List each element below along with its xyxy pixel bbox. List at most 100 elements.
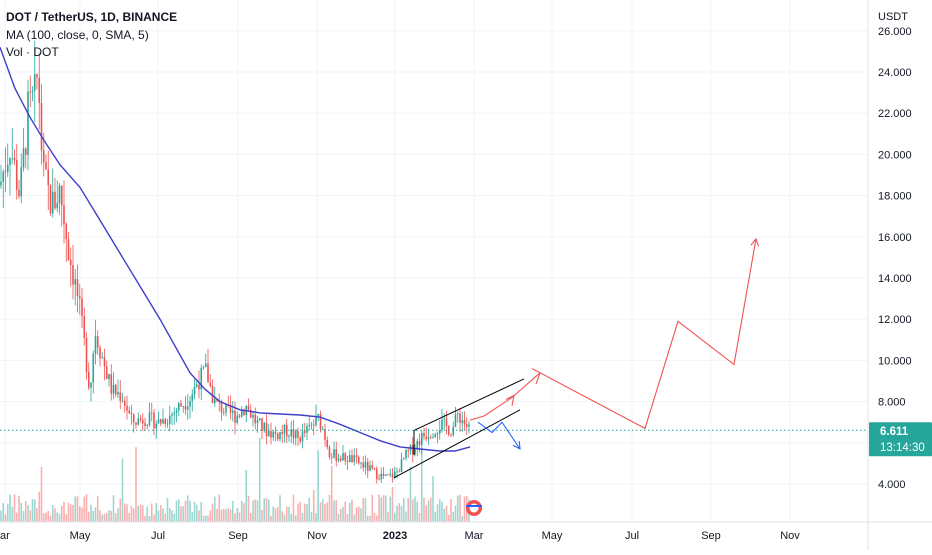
candle-body xyxy=(366,461,369,471)
legend-vol[interactable]: Vol · DOT xyxy=(6,45,59,59)
candle-body xyxy=(461,420,464,423)
volume-bar xyxy=(157,510,160,522)
price-tick-label: 4.000 xyxy=(878,479,906,491)
volume-bar xyxy=(4,514,7,522)
candle-body xyxy=(400,459,403,472)
volume-bar xyxy=(27,505,29,522)
volume-bar xyxy=(177,499,180,522)
candle-body xyxy=(247,405,250,410)
volume-bar xyxy=(141,505,144,522)
volume-bar xyxy=(240,500,243,522)
candle-body xyxy=(159,419,162,424)
volume-bar xyxy=(101,514,104,522)
volume-bar xyxy=(405,511,407,522)
candle-body xyxy=(432,436,434,438)
candle-body xyxy=(369,465,371,471)
candle-body xyxy=(364,461,367,468)
volume-bar xyxy=(121,458,124,522)
legend-symbol[interactable]: DOT / TetherUS, 1D, BINANCE xyxy=(6,10,178,24)
volume-bar xyxy=(189,500,191,522)
volume-bar xyxy=(249,513,252,522)
volume-bar xyxy=(450,499,452,522)
candle-body xyxy=(236,415,239,423)
volume-bar xyxy=(65,514,68,522)
candle-body xyxy=(6,164,9,172)
candle-body xyxy=(261,418,263,431)
volume-bar xyxy=(216,508,218,522)
candle-body xyxy=(22,148,25,168)
volume-bar xyxy=(414,496,416,522)
flag-icon-stripe xyxy=(466,505,482,507)
candle-body xyxy=(267,431,270,437)
volume-bar xyxy=(22,511,25,522)
ma-line-group xyxy=(0,47,471,452)
volume-bar xyxy=(438,499,441,522)
candle-body xyxy=(393,471,396,478)
candle-body xyxy=(150,412,153,414)
volume-bar xyxy=(81,507,83,522)
volume-bar xyxy=(195,504,198,522)
chart-legend: DOT / TetherUS, 1D, BINANCE MA (100, clo… xyxy=(6,9,177,62)
time-tick-label: May xyxy=(70,530,91,542)
candle-body xyxy=(348,455,351,463)
volume-bar xyxy=(337,513,340,522)
candle-body xyxy=(468,424,470,427)
volume-bar xyxy=(333,500,335,522)
channel-line xyxy=(413,378,525,431)
volume-bar xyxy=(218,494,221,522)
candle-body xyxy=(40,102,43,151)
volume-bar xyxy=(191,512,194,522)
candle-body xyxy=(166,423,169,425)
volume-bar xyxy=(400,505,403,522)
candle-body xyxy=(198,384,200,390)
volume-bar xyxy=(429,497,432,522)
volume-bar xyxy=(272,506,275,522)
volume-bar xyxy=(222,509,225,522)
candle-body xyxy=(342,453,344,461)
candle-body xyxy=(184,406,187,410)
volume-bar xyxy=(2,503,5,522)
price-tick-label: 22.000 xyxy=(878,108,912,120)
volume-bar xyxy=(267,499,270,522)
candle-body xyxy=(360,462,362,464)
alt-projection-arrowhead xyxy=(512,440,521,450)
price-tick-label: 10.000 xyxy=(878,355,912,367)
volume-bar xyxy=(11,506,14,522)
candle-body xyxy=(207,363,209,383)
price-tick-label: 12.000 xyxy=(878,314,912,326)
volume-bar xyxy=(159,505,162,522)
volume-bar xyxy=(418,513,421,522)
candle-body xyxy=(279,431,281,440)
candle-body xyxy=(411,444,414,455)
time-axis[interactable]: ar May Jul Sep Nov 2023 Mar May Jul Sep Nov xyxy=(0,521,932,542)
candle-body xyxy=(272,431,275,438)
volume-bar xyxy=(234,513,236,522)
candle-body xyxy=(258,418,261,421)
volume-bar xyxy=(301,513,304,522)
candle-body xyxy=(54,191,56,209)
volume-bar xyxy=(454,505,457,522)
volume-bar xyxy=(270,515,272,522)
volume-bar xyxy=(0,510,2,522)
drawings-layer[interactable] xyxy=(0,237,868,516)
candle-body xyxy=(301,431,304,442)
legend-ma[interactable]: MA (100, close, 0, SMA, 5) xyxy=(6,27,149,42)
volume-bar xyxy=(288,506,290,522)
price-tick-label: 24.000 xyxy=(878,67,912,79)
volume-bar xyxy=(148,515,151,522)
candle-body xyxy=(459,413,461,423)
candle-body xyxy=(294,430,297,439)
price-axis[interactable]: USDT4.0006.0008.00010.00012.00014.00016.… xyxy=(867,0,932,550)
volume-bar xyxy=(155,502,158,522)
candle-body xyxy=(11,158,14,159)
price-tick-label: 26.000 xyxy=(878,26,912,38)
volume-bar xyxy=(150,503,153,522)
volume-bar xyxy=(213,496,216,522)
candle-body xyxy=(378,478,380,480)
volume-bar xyxy=(330,465,333,522)
candle-body xyxy=(200,367,203,390)
candle-body xyxy=(195,384,198,387)
candle-body xyxy=(87,372,90,388)
candle-body xyxy=(420,432,423,446)
